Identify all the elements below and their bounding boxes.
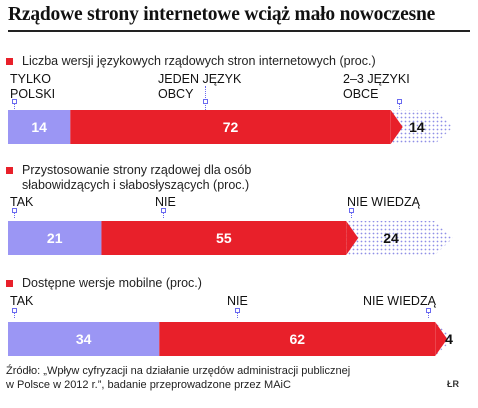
category-leader — [428, 310, 429, 318]
bar-segment-arrow-tip — [346, 221, 359, 255]
category-label-line: 2–3 JĘZYKI — [343, 72, 410, 86]
category-leader-dot — [161, 208, 166, 213]
category-leader — [399, 101, 400, 111]
bar-value-label: 72 — [223, 119, 239, 135]
category-label-two-three-foreign: 2–3 JĘZYKI OBCE — [343, 72, 410, 102]
category-label-line: POLSKI — [10, 87, 56, 101]
category-label-one-foreign: JEDEN JĘZYK OBCY — [158, 72, 241, 102]
bar-value-label: 24 — [383, 230, 399, 246]
bar-value-label: 14 — [409, 119, 425, 135]
bar-segment-second — [101, 221, 347, 255]
category-label-line: TYLKO — [10, 72, 51, 86]
bar-segment-arrow-tip — [435, 322, 448, 356]
bar-value-label: 62 — [289, 331, 305, 347]
category-label-no: NIE — [227, 294, 248, 308]
section-title: Przystosowanie strony rządowej dla osób … — [22, 163, 251, 193]
category-leader — [205, 86, 206, 110]
source-note: Źródło: „Wpływ cyfryzacji na działanie u… — [6, 364, 350, 392]
category-label-dont-know: NIE WIEDZĄ — [363, 294, 436, 308]
category-leader — [14, 101, 15, 111]
bar-value-label: 4 — [445, 331, 453, 347]
section-marker — [6, 167, 13, 174]
author-credit: ŁR — [447, 379, 459, 389]
chart-title: Rządowe strony internetowe wciąż mało no… — [8, 4, 436, 25]
section-title: Dostępne wersje mobilne (proc.) — [22, 276, 202, 290]
category-leader-dot — [426, 308, 431, 313]
bar-segment-second — [159, 322, 436, 356]
category-leader — [351, 210, 352, 218]
category-label-line: OBCY — [158, 87, 194, 101]
category-leader-dot — [397, 99, 402, 104]
bar-value-label: 34 — [76, 331, 92, 347]
category-leader — [14, 210, 15, 218]
category-leader-dot — [235, 308, 240, 313]
category-label-no: NIE — [155, 195, 176, 209]
category-label-yes: TAK — [10, 294, 34, 308]
bar-segment-third — [346, 221, 453, 255]
bar-value-label: 55 — [216, 230, 232, 246]
bar-segment-first — [8, 110, 71, 144]
source-line: w Polsce w 2012 r.”, badanie przeprowadz… — [6, 379, 291, 391]
category-leader — [237, 310, 238, 318]
bar-value-label: 21 — [47, 230, 63, 246]
section-title-line: słabowidzących i słabosłyszących (proc.) — [22, 178, 250, 192]
section-marker — [6, 58, 13, 65]
category-leader-dot — [203, 99, 208, 104]
bar-value-label: 14 — [31, 119, 47, 135]
category-leader — [14, 310, 15, 318]
source-line: Źródło: „Wpływ cyfryzacji na działanie u… — [6, 365, 351, 377]
category-label-line: OBCE — [343, 87, 379, 101]
category-label-yes: TAK — [10, 195, 34, 209]
section-title-line: Przystosowanie strony rządowej dla osób — [22, 163, 252, 177]
bar-segment-third — [390, 110, 453, 144]
section-title: Liczba wersji językowych rządowych stron… — [22, 54, 376, 68]
bar-segment-first — [8, 221, 102, 255]
bar-segment-first — [8, 322, 160, 356]
category-leader — [163, 210, 164, 218]
title-divider — [8, 30, 470, 32]
category-leader-dot — [12, 99, 17, 104]
category-leader-dot — [12, 308, 17, 313]
category-leader-dot — [12, 208, 17, 213]
category-label-dont-know: NIE WIEDZĄ — [347, 195, 420, 209]
category-label-only-polish: TYLKO POLSKI — [10, 72, 55, 102]
category-label-line: JEDEN JĘZYK — [158, 72, 242, 86]
bar-segment-second — [70, 110, 391, 144]
bar-segment-arrow-tip — [390, 110, 403, 144]
category-leader-dot — [349, 208, 354, 213]
section-marker — [6, 280, 13, 287]
